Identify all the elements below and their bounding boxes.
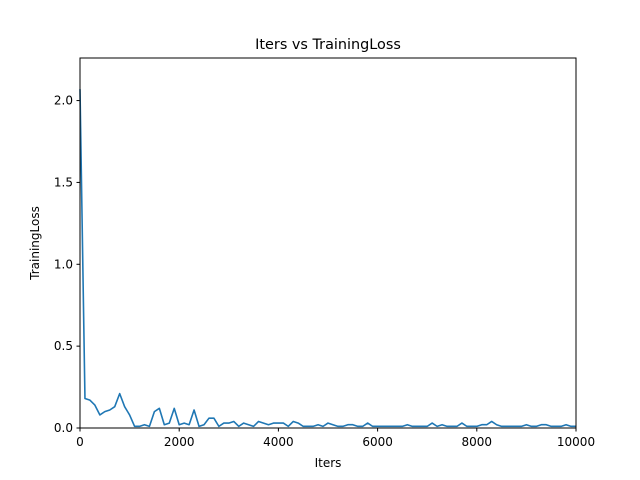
- x-axis-label: Iters: [315, 456, 342, 470]
- y-tick-label: 1.0: [54, 257, 73, 271]
- y-tick-label: 1.5: [54, 175, 73, 189]
- plot-frame: [79, 57, 577, 429]
- x-tick-label: 8000: [462, 435, 493, 449]
- y-axis-label: TrainingLoss: [28, 206, 42, 281]
- chart-title: Iters vs TrainingLoss: [255, 37, 401, 53]
- series-line: [79, 89, 576, 428]
- y-tick-label: 2.0: [54, 94, 73, 108]
- y-tick-label: 0.5: [54, 339, 73, 353]
- x-tick-label: 0: [76, 435, 84, 449]
- y-tick-label: 0.0: [54, 421, 73, 435]
- y-axis-ticks: 0.0 0.5 1.0 1.5 2.0: [54, 94, 80, 435]
- x-tick-label: 2000: [164, 435, 195, 449]
- series-layer: [79, 89, 576, 428]
- x-tick-label: 4000: [263, 435, 294, 449]
- x-tick-label: 10000: [557, 435, 595, 449]
- x-tick-label: 6000: [362, 435, 393, 449]
- x-axis-ticks: 0 2000 4000 6000 8000 10000: [76, 428, 595, 449]
